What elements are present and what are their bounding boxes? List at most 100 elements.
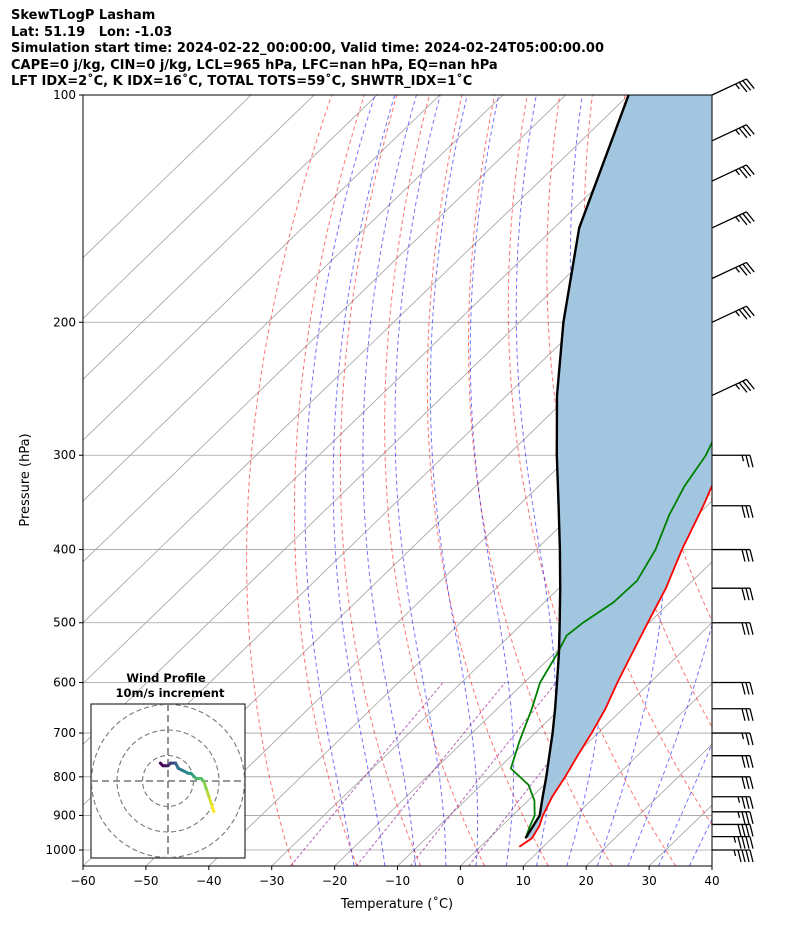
wind-barb-feather [745,776,750,789]
moist-adiabat-line [332,95,396,866]
x-axis-label: Temperature (˚C) [340,896,453,912]
wind-barb-feather [749,549,754,562]
cape-area [525,95,712,839]
wind-barb-half-feather [735,267,740,273]
wind-barb-feather [745,622,750,635]
wind-barb-feather [738,214,748,226]
x-tick-label: −60 [70,874,95,888]
wind-barb-feather [749,708,754,721]
wind-barb-half-feather [741,455,745,462]
wind-barb-half-feather [735,129,740,136]
wind-barb-shaft [711,124,747,142]
wind-barb-feather [745,211,755,222]
wind-barb-feather [737,849,742,863]
wind-barb-shaft [711,78,747,96]
wind-barb-feather [745,164,755,175]
isotherm-line [83,95,566,563]
wind-barb-feather [749,824,754,837]
dry-adiabat-line [293,95,365,866]
wind-barb-feather [745,682,750,695]
dry-adiabat-line [507,95,677,866]
wind-barb-feather [749,622,754,635]
mixing-ratio-line [410,682,557,866]
wind-barb-feather [749,588,754,601]
wind-barb-feather [745,549,750,562]
wind-barb-feather [741,505,746,518]
wind-barb-feather [749,455,754,468]
wind-barb-feather [745,824,750,837]
chart-title: SkewTLogP Lasham [11,8,156,23]
dry-adiabat-line [583,95,712,728]
x-tick-label: −50 [133,874,158,888]
isotherm-line [83,95,504,502]
isotherm-line [523,682,712,866]
sounding-profiles [509,95,712,848]
wind-barb-feather [741,811,746,824]
dewpoint-line [509,440,712,839]
wind-barb-feather [738,167,748,179]
wind-barb-feather [738,127,748,139]
dry-adiabat-line [755,95,794,866]
wind-barb-feather [741,755,746,768]
wind-barb-feather [745,755,750,768]
wind-barb-feather [742,380,752,392]
index-line: LFT IDX=2˚C, K IDX=16˚C, TOTAL TOTS=59˚C… [11,74,473,89]
mixing-ratio-line [468,682,612,866]
skewt-plot-area [83,95,794,866]
wind-barb-shaft [711,378,747,397]
dry-adiabat-line [339,95,422,866]
wind-barb-feather [741,796,746,809]
wind-barb-half-feather [735,384,740,390]
temperature-line [518,483,712,848]
y-tick-label: 400 [53,543,76,557]
wind-barb-feather [745,378,755,390]
wind-barb-half-feather [735,216,740,223]
wind-barb-half-feather [733,849,737,857]
y-tick-label: 500 [53,616,76,630]
y-axis-ticks: 100 200 300 400 500 600 700 800 900 1000 [45,88,83,857]
isotherm-line [334,500,712,866]
isotherm-line [83,95,315,320]
isotherm-line [460,622,712,866]
wind-barb-feather [742,126,752,137]
moist-adiabat-line [658,742,712,866]
wind-barb-feather [749,755,754,768]
wind-barb-feather [741,824,746,837]
wind-barb-feather [738,309,748,320]
isotherm-line [397,561,712,866]
wind-barb-feather [745,732,750,746]
y-tick-label: 1000 [45,843,76,857]
mixing-ratio-lines [290,682,612,866]
wind-barb-feather [749,776,754,789]
hodograph-ring [91,704,245,858]
moist-adiabat-line [429,95,479,866]
moist-adiabat-line [362,95,417,866]
wind-barb-feather [738,265,748,276]
wind-barb-feather [745,849,750,863]
dry-adiabat-line [384,95,485,866]
x-tick-label: 20 [579,874,594,888]
wind-barb-feather [737,824,742,837]
wind-barb-feather [742,166,752,177]
dry-adiabat-line [788,95,794,866]
dry-adiabat-line [723,95,794,866]
wind-barb-feather [741,776,746,789]
wind-barb-feather [741,836,746,849]
wind-barb-feather [745,78,755,89]
wind-barb-shaft [711,211,747,229]
y-tick-label: 100 [53,88,76,102]
dry-adiabat-line [246,95,333,866]
wind-barb-feather [749,836,754,849]
isotherm-line [83,95,252,259]
y-tick-label: 800 [53,770,76,784]
wind-barb-feather [749,796,754,809]
time-line: Simulation start time: 2024-02-22_00:00:… [11,41,604,56]
isotherm-line [775,95,794,866]
mixing-ratio-line [355,682,506,866]
moist-adiabat-line [627,622,712,866]
x-tick-label: −30 [259,874,284,888]
isotherm-line [711,865,712,866]
wind-barb-feather [742,80,752,91]
isotherm-line [83,95,441,441]
